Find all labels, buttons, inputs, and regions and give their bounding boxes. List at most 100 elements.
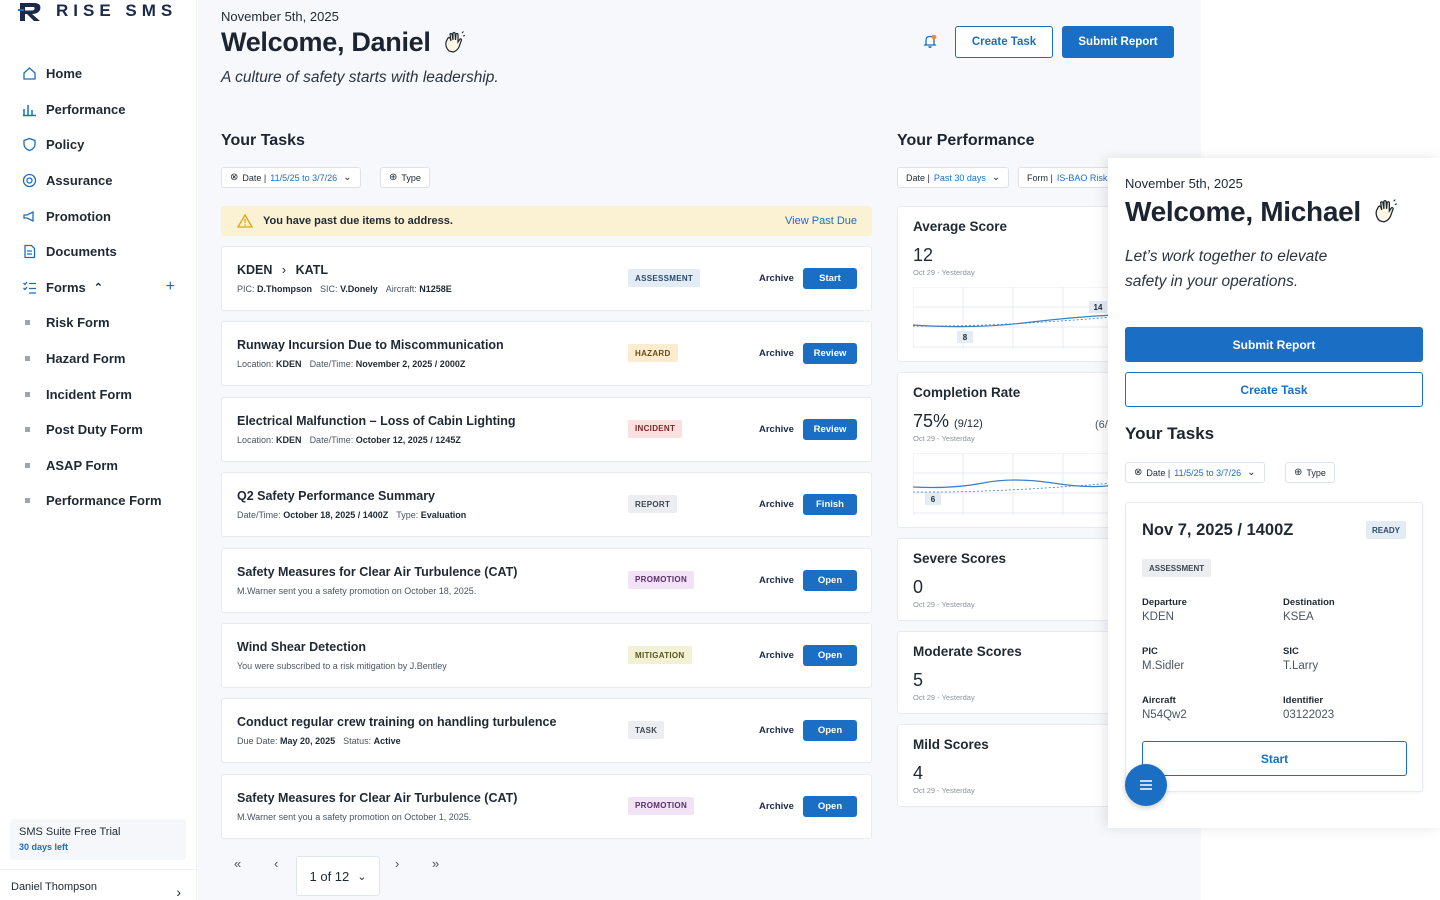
task-title: Safety Measures for Clear Air Turbulence…: [237, 565, 517, 579]
perf-card-value: 75% (9/12): [913, 411, 983, 432]
task-action-button[interactable]: Finish: [803, 494, 857, 516]
last-page-button[interactable]: »: [432, 856, 440, 871]
add-form-button[interactable]: +: [165, 278, 175, 296]
task-card[interactable]: Q2 Safety Performance Summary Date/Time:…: [221, 472, 872, 538]
task-meta: PIC: D.Thompson SIC: V.Donely Aircraft: N1…: [237, 284, 452, 294]
task-card[interactable]: KDEN › KATL PIC: D.Thompson SIC: V.Donely…: [221, 246, 872, 311]
bullet-icon: [25, 356, 30, 362]
sidebar-item-home[interactable]: Home: [0, 56, 197, 92]
task-card[interactable]: Electrical Malfunction – Loss of Cabin L…: [221, 396, 872, 462]
home-icon: [22, 66, 37, 81]
sidebar-item-documents[interactable]: Documents: [0, 234, 197, 270]
task-meta-label: SIC:: [320, 284, 338, 294]
task-meta-label: Date/Time:: [309, 434, 354, 445]
task-action-button[interactable]: Review: [803, 418, 857, 440]
sidebar-item-performance[interactable]: Performance: [0, 92, 197, 128]
task-title-text: Q2 Safety Performance Summary: [237, 489, 436, 504]
field-label-departure: Departure: [1142, 597, 1187, 608]
perf-card[interactable]: Average Score 12 Oct 29 - Yesterday 8 14: [897, 206, 1112, 362]
task-card[interactable]: Safety Measures for Clear Air Turbulence…: [221, 773, 872, 839]
next-page-button[interactable]: ›: [395, 856, 400, 871]
menu-fab-button[interactable]: [1125, 764, 1167, 806]
perf-card-range: Oct 29 - Yesterday: [913, 434, 975, 443]
task-meta-label: Type:: [396, 510, 419, 521]
mobile-create-task-button[interactable]: Create Task: [1125, 372, 1423, 407]
perf-card[interactable]: Moderate Scores 5 Oct 29 - Yesterday: [897, 631, 1112, 714]
sidebar-item-promotion[interactable]: Promotion: [0, 198, 197, 234]
field-label-sic: SIC: [1283, 646, 1299, 657]
task-action-button[interactable]: Open: [803, 795, 857, 817]
archive-button[interactable]: Archive: [759, 499, 794, 511]
sidebar-form-incident-form[interactable]: Incident Form: [0, 376, 197, 412]
page-select[interactable]: 1 of 12 ⌄: [296, 856, 380, 896]
task-meta: M.Warner sent you a safety promotion on …: [237, 812, 471, 822]
task-action-button[interactable]: Start: [803, 268, 857, 289]
menu-icon: [1140, 780, 1152, 790]
archive-button[interactable]: Archive: [759, 574, 794, 586]
bell-icon: [923, 34, 937, 48]
megaphone-icon: [22, 209, 37, 224]
trial-banner[interactable]: SMS Suite Free Trial 30 days left: [10, 819, 186, 860]
sidebar-form-hazard-form[interactable]: Hazard Form: [0, 341, 197, 377]
archive-button[interactable]: Archive: [759, 725, 794, 737]
task-card[interactable]: Safety Measures for Clear Air Turbulence…: [221, 547, 872, 613]
task-type-badge: TASK: [628, 721, 665, 740]
checklist-icon: [22, 280, 37, 295]
perf-card[interactable]: Severe Scores 0 Oct 29 - Yesterday: [897, 538, 1112, 621]
perf-compare-value: (6/: [1095, 419, 1108, 431]
view-past-due-link[interactable]: View Past Due: [785, 215, 857, 227]
submit-report-button[interactable]: Submit Report: [1062, 26, 1174, 58]
perf-card[interactable]: Completion Rate 75% (9/12) (6/ Oct 29 - …: [897, 372, 1112, 528]
sidebar-form-risk-form[interactable]: Risk Form: [0, 305, 197, 341]
archive-button[interactable]: Archive: [759, 348, 794, 360]
waving-hand-icon: [1375, 199, 1398, 223]
mobile-date-filter[interactable]: ⊗ Date | 11/5/25 to 3/7/26 ⌄: [1125, 462, 1265, 483]
task-description: M.Warner sent you a safety promotion on …: [237, 811, 472, 822]
notification-button[interactable]: [922, 33, 938, 54]
sidebar-form-performance-form[interactable]: Performance Form: [0, 483, 197, 519]
task-title: KDEN › KATL: [237, 263, 328, 277]
perf-card-title: Average Score: [913, 219, 1008, 234]
archive-button[interactable]: Archive: [759, 800, 794, 812]
archive-button[interactable]: Archive: [759, 650, 794, 661]
type-filter[interactable]: ⊕ Type: [380, 167, 430, 188]
sidebar-form-post-duty-form[interactable]: Post Duty Form: [0, 412, 197, 448]
task-action-button[interactable]: Open: [803, 720, 857, 742]
task-action-button[interactable]: Open: [803, 569, 857, 591]
user-menu[interactable]: Daniel Thompson ›: [0, 869, 197, 900]
perf-card[interactable]: Mild Scores 4 Oct 29 - Yesterday: [897, 724, 1112, 807]
task-title-text: Safety Measures for Clear Air Turbulence…: [237, 564, 518, 579]
chevron-down-icon: ⌄: [991, 172, 1001, 183]
perf-form-filter[interactable]: Form | IS-BAO Risk: [1018, 167, 1117, 188]
sidebar-form-asap-form[interactable]: ASAP Form: [0, 448, 197, 484]
task-card[interactable]: Wind Shear Detection You were subscribed…: [221, 623, 872, 688]
first-page-button[interactable]: «: [234, 856, 242, 871]
assessment-badge: ASSESSMENT: [1142, 559, 1212, 577]
prev-page-button[interactable]: ‹: [274, 856, 279, 871]
sidebar: RISE SMS Home Performance Policy Assuran…: [0, 0, 197, 900]
mobile-submit-report-button[interactable]: Submit Report: [1125, 327, 1423, 362]
perf-date-filter[interactable]: Date | Past 30 days ⌄: [897, 167, 1010, 188]
date-filter[interactable]: ⊗ Date | 11/5/25 to 3/7/26 ⌄: [221, 167, 361, 188]
brand-logo[interactable]: RISE SMS: [18, 0, 177, 22]
sidebar-item-assurance[interactable]: Assurance: [0, 163, 197, 199]
field-value-aircraft: N54Qw2: [1142, 709, 1187, 721]
field-value-identifier: 03122023: [1283, 709, 1335, 721]
archive-button[interactable]: Archive: [759, 273, 794, 284]
clock-icon: ⊗: [230, 172, 239, 183]
mobile-start-button[interactable]: Start: [1142, 741, 1407, 776]
perf-card-value: 0: [913, 577, 923, 598]
archive-button[interactable]: Archive: [759, 423, 794, 435]
mobile-type-filter[interactable]: ⊕ Type: [1285, 462, 1335, 483]
sidebar-item-forms[interactable]: Forms ⌃ +: [0, 270, 197, 306]
task-action-button[interactable]: Open: [803, 645, 857, 666]
sidebar-item-policy[interactable]: Policy: [0, 127, 197, 163]
task-card[interactable]: Runway Incursion Due to Miscommunication…: [221, 321, 872, 387]
welcome-title: Welcome, Daniel: [221, 27, 466, 58]
chevron-up-icon[interactable]: ⌃: [93, 281, 103, 294]
task-card[interactable]: Conduct regular crew training on handlin…: [221, 698, 872, 764]
task-meta-label: Aircraft:: [385, 284, 417, 294]
task-meta-value: October 12, 2025 / 1245Z: [355, 434, 461, 445]
create-task-button[interactable]: Create Task: [955, 26, 1053, 58]
task-action-button[interactable]: Review: [803, 343, 857, 365]
